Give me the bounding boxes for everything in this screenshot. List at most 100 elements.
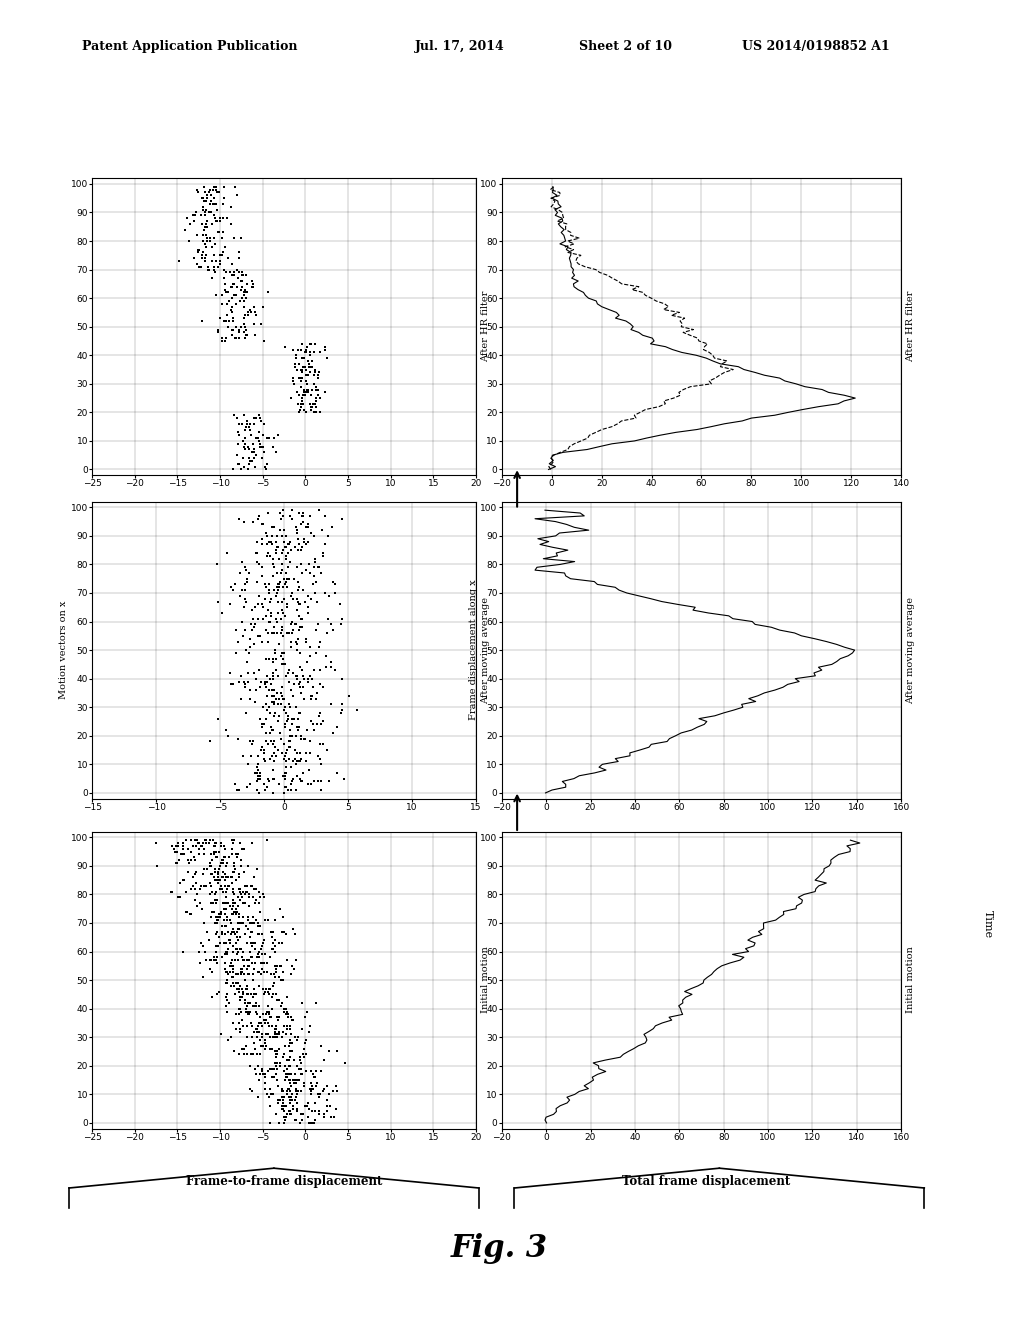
Point [278,1106,294,1127]
Point [217,236,233,257]
Point [230,843,247,865]
Point [285,1069,301,1090]
Point [257,457,273,478]
Point [219,543,236,564]
Point [258,606,274,627]
Point [229,944,246,965]
Point [306,582,323,603]
Point [210,867,226,888]
Point [282,660,298,681]
Point [179,207,196,228]
Point [232,317,249,338]
Point [279,525,295,546]
Point [237,619,253,640]
Point [289,1069,305,1090]
Point [274,685,291,706]
Point [270,1038,287,1059]
Point [193,836,209,857]
Point [237,327,253,348]
Point [294,388,310,409]
Point [249,1015,265,1036]
Point [205,892,221,913]
Point [323,1106,339,1127]
Point [275,1101,292,1122]
Point [294,616,310,638]
Point [285,919,301,940]
Point [215,861,231,882]
Point [216,187,232,209]
Point [294,359,310,380]
Point [293,376,309,397]
Point [244,442,260,463]
Point [250,754,266,775]
Point [246,616,262,638]
Point [261,1038,278,1059]
Point [249,1027,265,1048]
Point [218,853,234,874]
Point [246,296,262,317]
Point [296,342,312,363]
Point [267,540,284,561]
Point [218,990,234,1011]
Point [206,259,222,280]
Point [226,983,243,1005]
Point [294,333,310,354]
Point [278,1067,294,1088]
Point [269,694,286,715]
Point [321,585,337,606]
Point [228,843,245,865]
Point [271,1052,288,1073]
Point [334,508,350,529]
Point [245,1044,261,1065]
Point [229,408,246,429]
Point [279,742,295,763]
Point [257,1078,273,1100]
Point [243,932,259,953]
Point [268,1018,285,1039]
Point [271,990,288,1011]
Point [288,347,304,368]
Point [283,1064,299,1085]
Point [239,958,255,979]
Point [247,325,263,346]
Point [228,939,245,960]
Point [190,182,207,203]
Point [293,1104,309,1125]
Point [205,180,221,201]
Point [242,636,258,657]
Point [270,574,287,595]
Point [182,214,199,235]
Point [308,688,325,709]
Point [220,867,237,888]
Point [258,619,274,640]
Point [263,731,280,752]
Point [232,855,249,876]
Point [250,961,266,982]
Point [271,1113,288,1134]
Point [300,671,316,692]
Point [247,892,263,913]
Point [302,1015,318,1036]
Point [232,850,249,871]
Point [247,1059,263,1080]
Point [225,855,242,876]
Point [303,711,319,733]
Point [251,405,267,426]
Point [244,599,260,620]
Point [247,763,263,784]
Point [293,682,309,704]
Point [222,956,239,977]
Point [229,912,246,933]
Point [282,1030,298,1051]
Point [281,1086,297,1107]
Point [254,565,270,586]
Point [300,1113,316,1134]
Point [226,574,243,595]
Point [179,902,196,923]
Point [261,1086,278,1107]
Point [229,268,246,289]
Point [282,1018,298,1039]
Point [263,1084,280,1105]
Point [337,1052,353,1073]
Point [218,983,234,1005]
